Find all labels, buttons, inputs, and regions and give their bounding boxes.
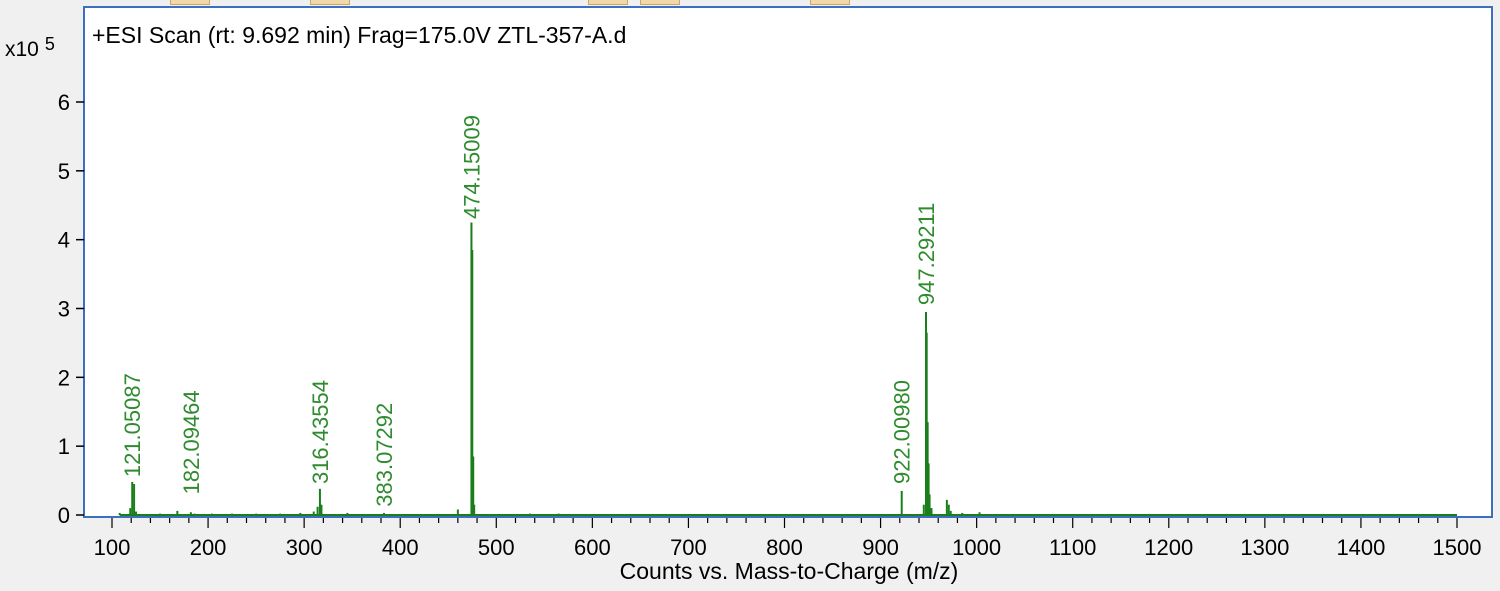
- x-tick-label: 1500: [1433, 535, 1482, 560]
- x-tick-label: 300: [286, 535, 323, 560]
- x-tick-label: 1100: [1049, 535, 1096, 560]
- y-tick-label: 0: [58, 503, 70, 528]
- y-tick-label: 3: [58, 297, 70, 322]
- y-tick-label: 6: [58, 90, 70, 115]
- peak-mz-label: 947.29211: [914, 203, 939, 305]
- y-tick-label: 4: [58, 228, 70, 253]
- peak-mz-label: 316.43554: [308, 380, 333, 484]
- y-multiplier-base: x10: [5, 38, 39, 61]
- x-tick-label: 700: [670, 535, 707, 560]
- y-tick-label: 2: [58, 365, 70, 390]
- x-tick-label: 100: [94, 535, 131, 560]
- x-tick-label: 200: [190, 535, 227, 560]
- peak-mz-label: 922.00980: [890, 380, 915, 484]
- x-tick-label: 400: [382, 535, 419, 560]
- x-tick-label: 600: [574, 535, 611, 560]
- toolbar-tab-stub[interactable]: [810, 0, 850, 5]
- peak-labels: 121.05087 182.09464 316.43554 383.07292 474.…: [120, 115, 939, 507]
- y-tick-label: 1: [58, 434, 70, 459]
- x-tick-label: 900: [862, 535, 899, 560]
- x-tick-label: 1300: [1240, 535, 1289, 560]
- peak-mz-label: 383.07292: [372, 403, 397, 507]
- x-tick-label: 1000: [952, 535, 1001, 560]
- x-axis-label: Counts vs. Mass-to-Charge (m/z): [620, 558, 959, 584]
- axis-ticks: 0 1 2 3 4 5 6 100 200 300 400 500 600 700 800 900 1000 11…: [58, 90, 1482, 560]
- peak-mz-label: 474.15009: [459, 115, 484, 219]
- y-multiplier-exponent: 5: [45, 34, 55, 54]
- y-multiplier-label: x10 5: [5, 34, 55, 61]
- peak-mz-label: 182.09464: [179, 390, 204, 494]
- peak-mz-label: 121.05087: [120, 373, 145, 477]
- toolbar-tab-stub[interactable]: [640, 0, 680, 5]
- plot-area[interactable]: [83, 6, 1493, 518]
- toolbar-tab-stub[interactable]: [170, 0, 210, 5]
- spectrum-peaks: [118, 222, 1457, 516]
- x-tick-label: 800: [766, 535, 803, 560]
- y-tick-label: 5: [58, 159, 70, 184]
- chart-title: +ESI Scan (rt: 9.692 min) Frag=175.0V ZT…: [92, 22, 626, 48]
- toolbar-tab-stub[interactable]: [310, 0, 350, 5]
- x-tick-label: 1400: [1336, 535, 1385, 560]
- toolbar-tab-stub[interactable]: [588, 0, 628, 5]
- x-tick-label: 1200: [1144, 535, 1193, 560]
- x-tick-label: 500: [478, 535, 515, 560]
